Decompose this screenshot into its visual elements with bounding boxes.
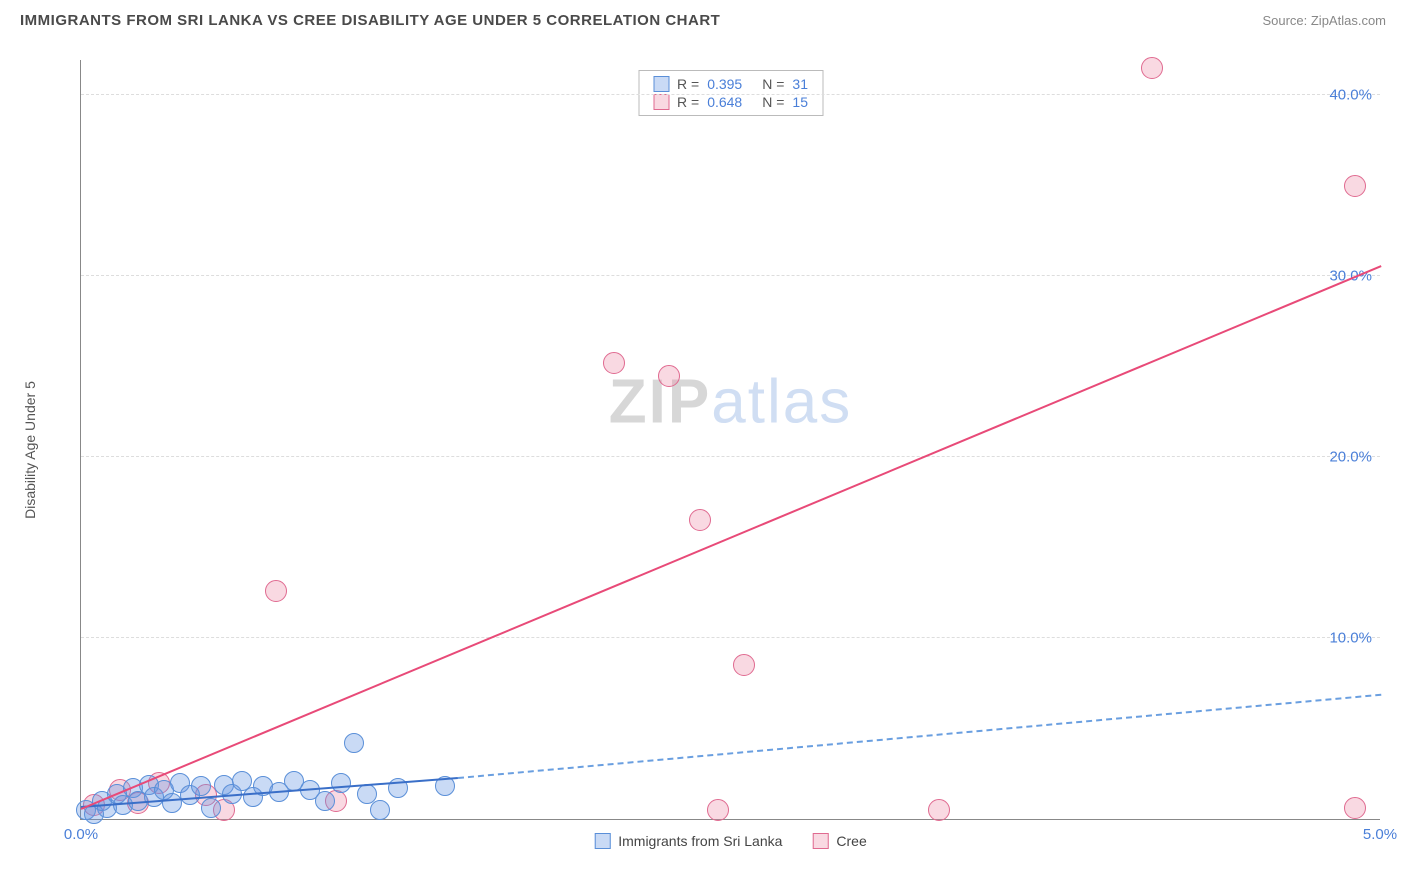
ytick-label: 10.0% bbox=[1329, 630, 1372, 647]
series-legend: Immigrants from Sri Lanka Cree bbox=[594, 833, 867, 849]
n-label: N = bbox=[762, 94, 784, 110]
data-point bbox=[344, 733, 364, 753]
chart-source: Source: ZipAtlas.com bbox=[1262, 13, 1386, 28]
ytick-label: 20.0% bbox=[1329, 449, 1372, 466]
legend-label-blue: Immigrants from Sri Lanka bbox=[618, 833, 782, 849]
r-value-blue: 0.395 bbox=[707, 76, 742, 92]
gridline bbox=[81, 275, 1380, 276]
data-point bbox=[191, 776, 211, 796]
correlation-legend: R = 0.395 N = 31 R = 0.648 N = 15 bbox=[638, 70, 823, 116]
gridline bbox=[81, 456, 1380, 457]
legend-row-pink: R = 0.648 N = 15 bbox=[653, 93, 808, 111]
plot-region: ZIPatlas R = 0.395 N = 31 R = 0.648 N = … bbox=[80, 60, 1380, 820]
watermark-atlas: atlas bbox=[711, 367, 852, 436]
r-label: R = bbox=[677, 94, 699, 110]
legend-swatch-pink-icon bbox=[812, 833, 828, 849]
chart-header: IMMIGRANTS FROM SRI LANKA VS CREE DISABI… bbox=[0, 0, 1406, 37]
data-point bbox=[315, 791, 335, 811]
data-point bbox=[1344, 175, 1366, 197]
data-point bbox=[707, 799, 729, 821]
xtick-label: 5.0% bbox=[1363, 826, 1397, 843]
data-point bbox=[265, 580, 287, 602]
n-label: N = bbox=[762, 76, 784, 92]
n-value-pink: 15 bbox=[792, 94, 808, 110]
y-axis-label: Disability Age Under 5 bbox=[22, 381, 38, 519]
legend-row-blue: R = 0.395 N = 31 bbox=[653, 75, 808, 93]
data-point bbox=[928, 799, 950, 821]
legend-swatch-blue-icon bbox=[594, 833, 610, 849]
n-value-blue: 31 bbox=[792, 76, 808, 92]
data-point bbox=[1141, 57, 1163, 79]
r-value-pink: 0.648 bbox=[707, 94, 742, 110]
data-point bbox=[201, 798, 221, 818]
trend-line bbox=[81, 265, 1382, 810]
legend-swatch-pink bbox=[653, 94, 669, 110]
ytick-label: 40.0% bbox=[1329, 87, 1372, 104]
chart-title: IMMIGRANTS FROM SRI LANKA VS CREE DISABI… bbox=[20, 12, 720, 29]
data-point bbox=[162, 793, 182, 813]
chart-area: Disability Age Under 5 ZIPatlas R = 0.39… bbox=[50, 50, 1390, 850]
legend-item-pink: Cree bbox=[812, 833, 866, 849]
r-label: R = bbox=[677, 76, 699, 92]
legend-item-blue: Immigrants from Sri Lanka bbox=[594, 833, 782, 849]
gridline bbox=[81, 94, 1380, 95]
data-point bbox=[1344, 797, 1366, 819]
watermark: ZIPatlas bbox=[609, 366, 852, 437]
legend-label-pink: Cree bbox=[836, 833, 866, 849]
gridline bbox=[81, 637, 1380, 638]
data-point bbox=[331, 773, 351, 793]
data-point bbox=[603, 352, 625, 374]
trend-line-dashed bbox=[458, 694, 1381, 779]
legend-swatch-blue bbox=[653, 76, 669, 92]
data-point bbox=[658, 365, 680, 387]
xtick-label: 0.0% bbox=[64, 826, 98, 843]
data-point bbox=[370, 800, 390, 820]
data-point bbox=[733, 654, 755, 676]
data-point bbox=[689, 509, 711, 531]
